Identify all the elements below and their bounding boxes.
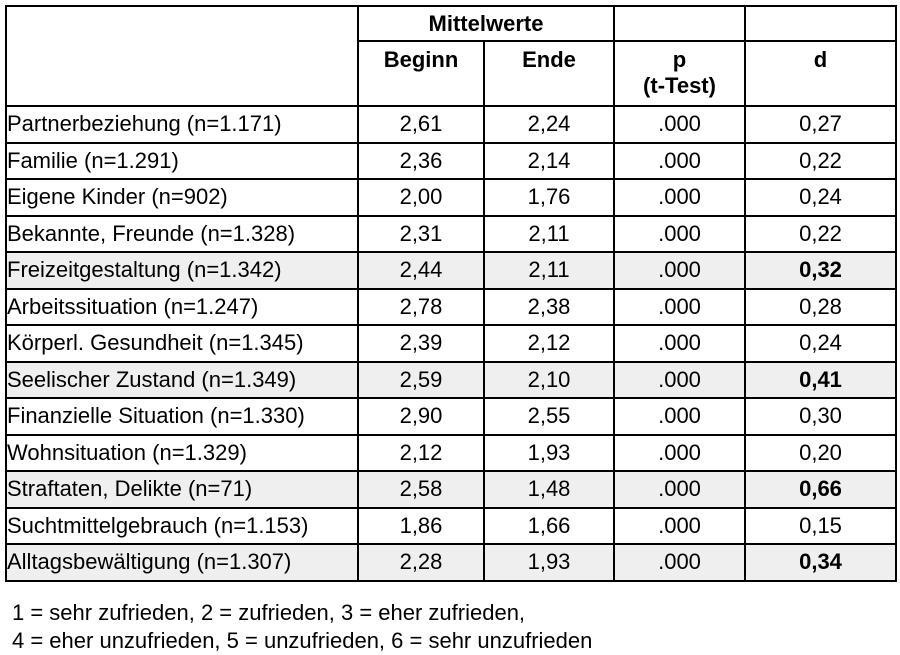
row-label-cell: Finanzielle Situation (n=1.330) xyxy=(5,397,359,436)
satisfaction-means-table: Mittelwerte Beginn Ende p (t-Test) d Par… xyxy=(5,5,898,582)
column-header-beginn: Beginn xyxy=(357,40,485,107)
row-label-cell: Wohnsituation (n=1.329) xyxy=(5,433,359,472)
ende-value-cell: 2,10 xyxy=(482,360,616,399)
column-header-p-ttest: p (t-Test) xyxy=(613,40,747,107)
ende-value-cell: 2,24 xyxy=(482,105,616,144)
beginn-value-cell: 2,00 xyxy=(357,178,485,217)
group-header-mittelwerte: Mittelwerte xyxy=(356,5,616,42)
beginn-value-cell: 2,44 xyxy=(357,251,485,290)
p-value-cell: .000 xyxy=(613,105,747,144)
table-row: Körperl. Gesundheit (n=1.345) 2,39 2,12.00… xyxy=(5,324,898,363)
header-group-row: Mittelwerte xyxy=(5,5,898,107)
table-row: Freizeitgestaltung (n=1.342) 2,44 2,11.000… xyxy=(5,251,898,290)
table-body: Partnerbeziehung (n=1.171) 2,61 2,24.000 0,… xyxy=(5,105,898,582)
p-value-cell: .000 xyxy=(613,506,747,545)
beginn-value-cell: 2,61 xyxy=(357,105,485,144)
rating-scale-legend: 1 = sehr zufrieden, 2 = zufrieden, 3 = e… xyxy=(12,599,900,655)
row-label-cell: Partnerbeziehung (n=1.171) xyxy=(5,105,359,144)
row-label-cell: Freizeitgestaltung (n=1.342) xyxy=(5,251,359,290)
table-row: Bekannte, Freunde (n=1.328) 2,31 2,11.000 0… xyxy=(5,214,898,253)
d-value-cell: 0,28 xyxy=(744,287,898,326)
p-header-line2: (t-Test) xyxy=(643,73,716,98)
p-value-cell: .000 xyxy=(613,214,747,253)
d-value-cell: 0,20 xyxy=(744,433,898,472)
row-label-cell: Bekannte, Freunde (n=1.328) xyxy=(5,214,359,253)
p-value-cell: .000 xyxy=(613,397,747,436)
row-label-cell: Alltagsbewältigung (n=1.307) xyxy=(5,543,359,582)
row-label-cell: Seelischer Zustand (n=1.349) xyxy=(5,360,359,399)
d-value-cell: 0,41 xyxy=(744,360,898,399)
d-value-cell: 0,24 xyxy=(744,324,898,363)
beginn-value-cell: 1,86 xyxy=(357,506,485,545)
table-row: Finanzielle Situation (n=1.330) 2,90 2,55.… xyxy=(5,397,898,436)
p-value-cell: .000 xyxy=(613,360,747,399)
table-row: Straftaten, Delikte (n=71) 2,58 1,48.000 0,… xyxy=(5,470,898,509)
p-value-cell: .000 xyxy=(613,178,747,217)
p-value-cell: .000 xyxy=(613,324,747,363)
corner-empty-cell xyxy=(5,5,359,107)
ende-value-cell: 2,11 xyxy=(482,251,616,290)
d-value-cell: 0,24 xyxy=(744,178,898,217)
table-row: Seelischer Zustand (n=1.349) 2,59 2,10.000… xyxy=(5,360,898,399)
table-row: Alltagsbewältigung (n=1.307) 2,28 1,93.000… xyxy=(5,543,898,582)
table-row: Arbeitssituation (n=1.247) 2,78 2,38.000 0,… xyxy=(5,287,898,326)
column-header-ende: Ende xyxy=(482,40,616,107)
ende-value-cell: 1,66 xyxy=(482,506,616,545)
d-value-cell: 0,22 xyxy=(744,214,898,253)
p-value-cell: .000 xyxy=(613,433,747,472)
d-value-cell: 0,66 xyxy=(744,470,898,509)
table-row: Eigene Kinder (n=902) 2,00 1,76.000 0,24 xyxy=(5,178,898,217)
d-value-cell: 0,32 xyxy=(744,251,898,290)
row-label-cell: Straftaten, Delikte (n=71) xyxy=(5,470,359,509)
d-value-cell: 0,30 xyxy=(744,397,898,436)
beginn-value-cell: 2,28 xyxy=(357,543,485,582)
table-row: Wohnsituation (n=1.329) 2,12 1,93.000 0,20 xyxy=(5,433,898,472)
table-row: Partnerbeziehung (n=1.171) 2,61 2,24.000 0,… xyxy=(5,105,898,144)
ende-value-cell: 2,38 xyxy=(482,287,616,326)
row-label-cell: Körperl. Gesundheit (n=1.345) xyxy=(5,324,359,363)
d-value-cell: 0,27 xyxy=(744,105,898,144)
d-value-cell: 0,15 xyxy=(744,506,898,545)
beginn-value-cell: 2,39 xyxy=(357,324,485,363)
d-value-cell: 0,34 xyxy=(744,543,898,582)
row-label-cell: Familie (n=1.291) xyxy=(5,141,359,180)
beginn-value-cell: 2,90 xyxy=(357,397,485,436)
p-header-line1: p xyxy=(672,47,687,72)
column-header-d: d xyxy=(744,40,898,107)
p-value-cell: .000 xyxy=(613,141,747,180)
header-sub-row: Beginn Ende p (t-Test) d xyxy=(6,40,898,107)
d-value-cell: 0,22 xyxy=(744,141,898,180)
row-label-cell: Eigene Kinder (n=902) xyxy=(5,178,359,217)
table-row: Familie (n=1.291) 2,36 2,14.000 0,22 xyxy=(5,141,898,180)
beginn-value-cell: 2,58 xyxy=(357,470,485,509)
ende-value-cell: 2,12 xyxy=(482,324,616,363)
empty-header-cell-d xyxy=(744,5,898,42)
table-row: Suchtmittelgebrauch (n=1.153) 1,86 1,66.00… xyxy=(5,506,898,545)
ende-value-cell: 1,93 xyxy=(482,433,616,472)
legend-line-1: 1 = sehr zufrieden, 2 = zufrieden, 3 = e… xyxy=(12,599,526,625)
table-header: Mittelwerte Beginn Ende p (t-Test) d xyxy=(5,5,898,107)
ende-value-cell: 1,93 xyxy=(482,543,616,582)
beginn-value-cell: 2,78 xyxy=(357,287,485,326)
ende-value-cell: 2,11 xyxy=(482,214,616,253)
p-value-cell: .000 xyxy=(613,543,747,582)
beginn-value-cell: 2,59 xyxy=(357,360,485,399)
empty-header-cell-p xyxy=(613,5,747,42)
ende-value-cell: 1,76 xyxy=(482,178,616,217)
row-label-cell: Suchtmittelgebrauch (n=1.153) xyxy=(5,506,359,545)
p-value-cell: .000 xyxy=(613,251,747,290)
beginn-value-cell: 2,12 xyxy=(357,433,485,472)
beginn-value-cell: 2,31 xyxy=(357,214,485,253)
ende-value-cell: 2,55 xyxy=(482,397,616,436)
ende-value-cell: 2,14 xyxy=(482,141,616,180)
p-value-cell: .000 xyxy=(613,470,747,509)
row-label-cell: Arbeitssituation (n=1.247) xyxy=(5,287,359,326)
p-value-cell: .000 xyxy=(613,287,747,326)
legend-line-2: 4 = eher unzufrieden, 5 = unzufrieden, 6… xyxy=(12,627,593,653)
beginn-value-cell: 2,36 xyxy=(357,141,485,180)
ende-value-cell: 1,48 xyxy=(482,470,616,509)
